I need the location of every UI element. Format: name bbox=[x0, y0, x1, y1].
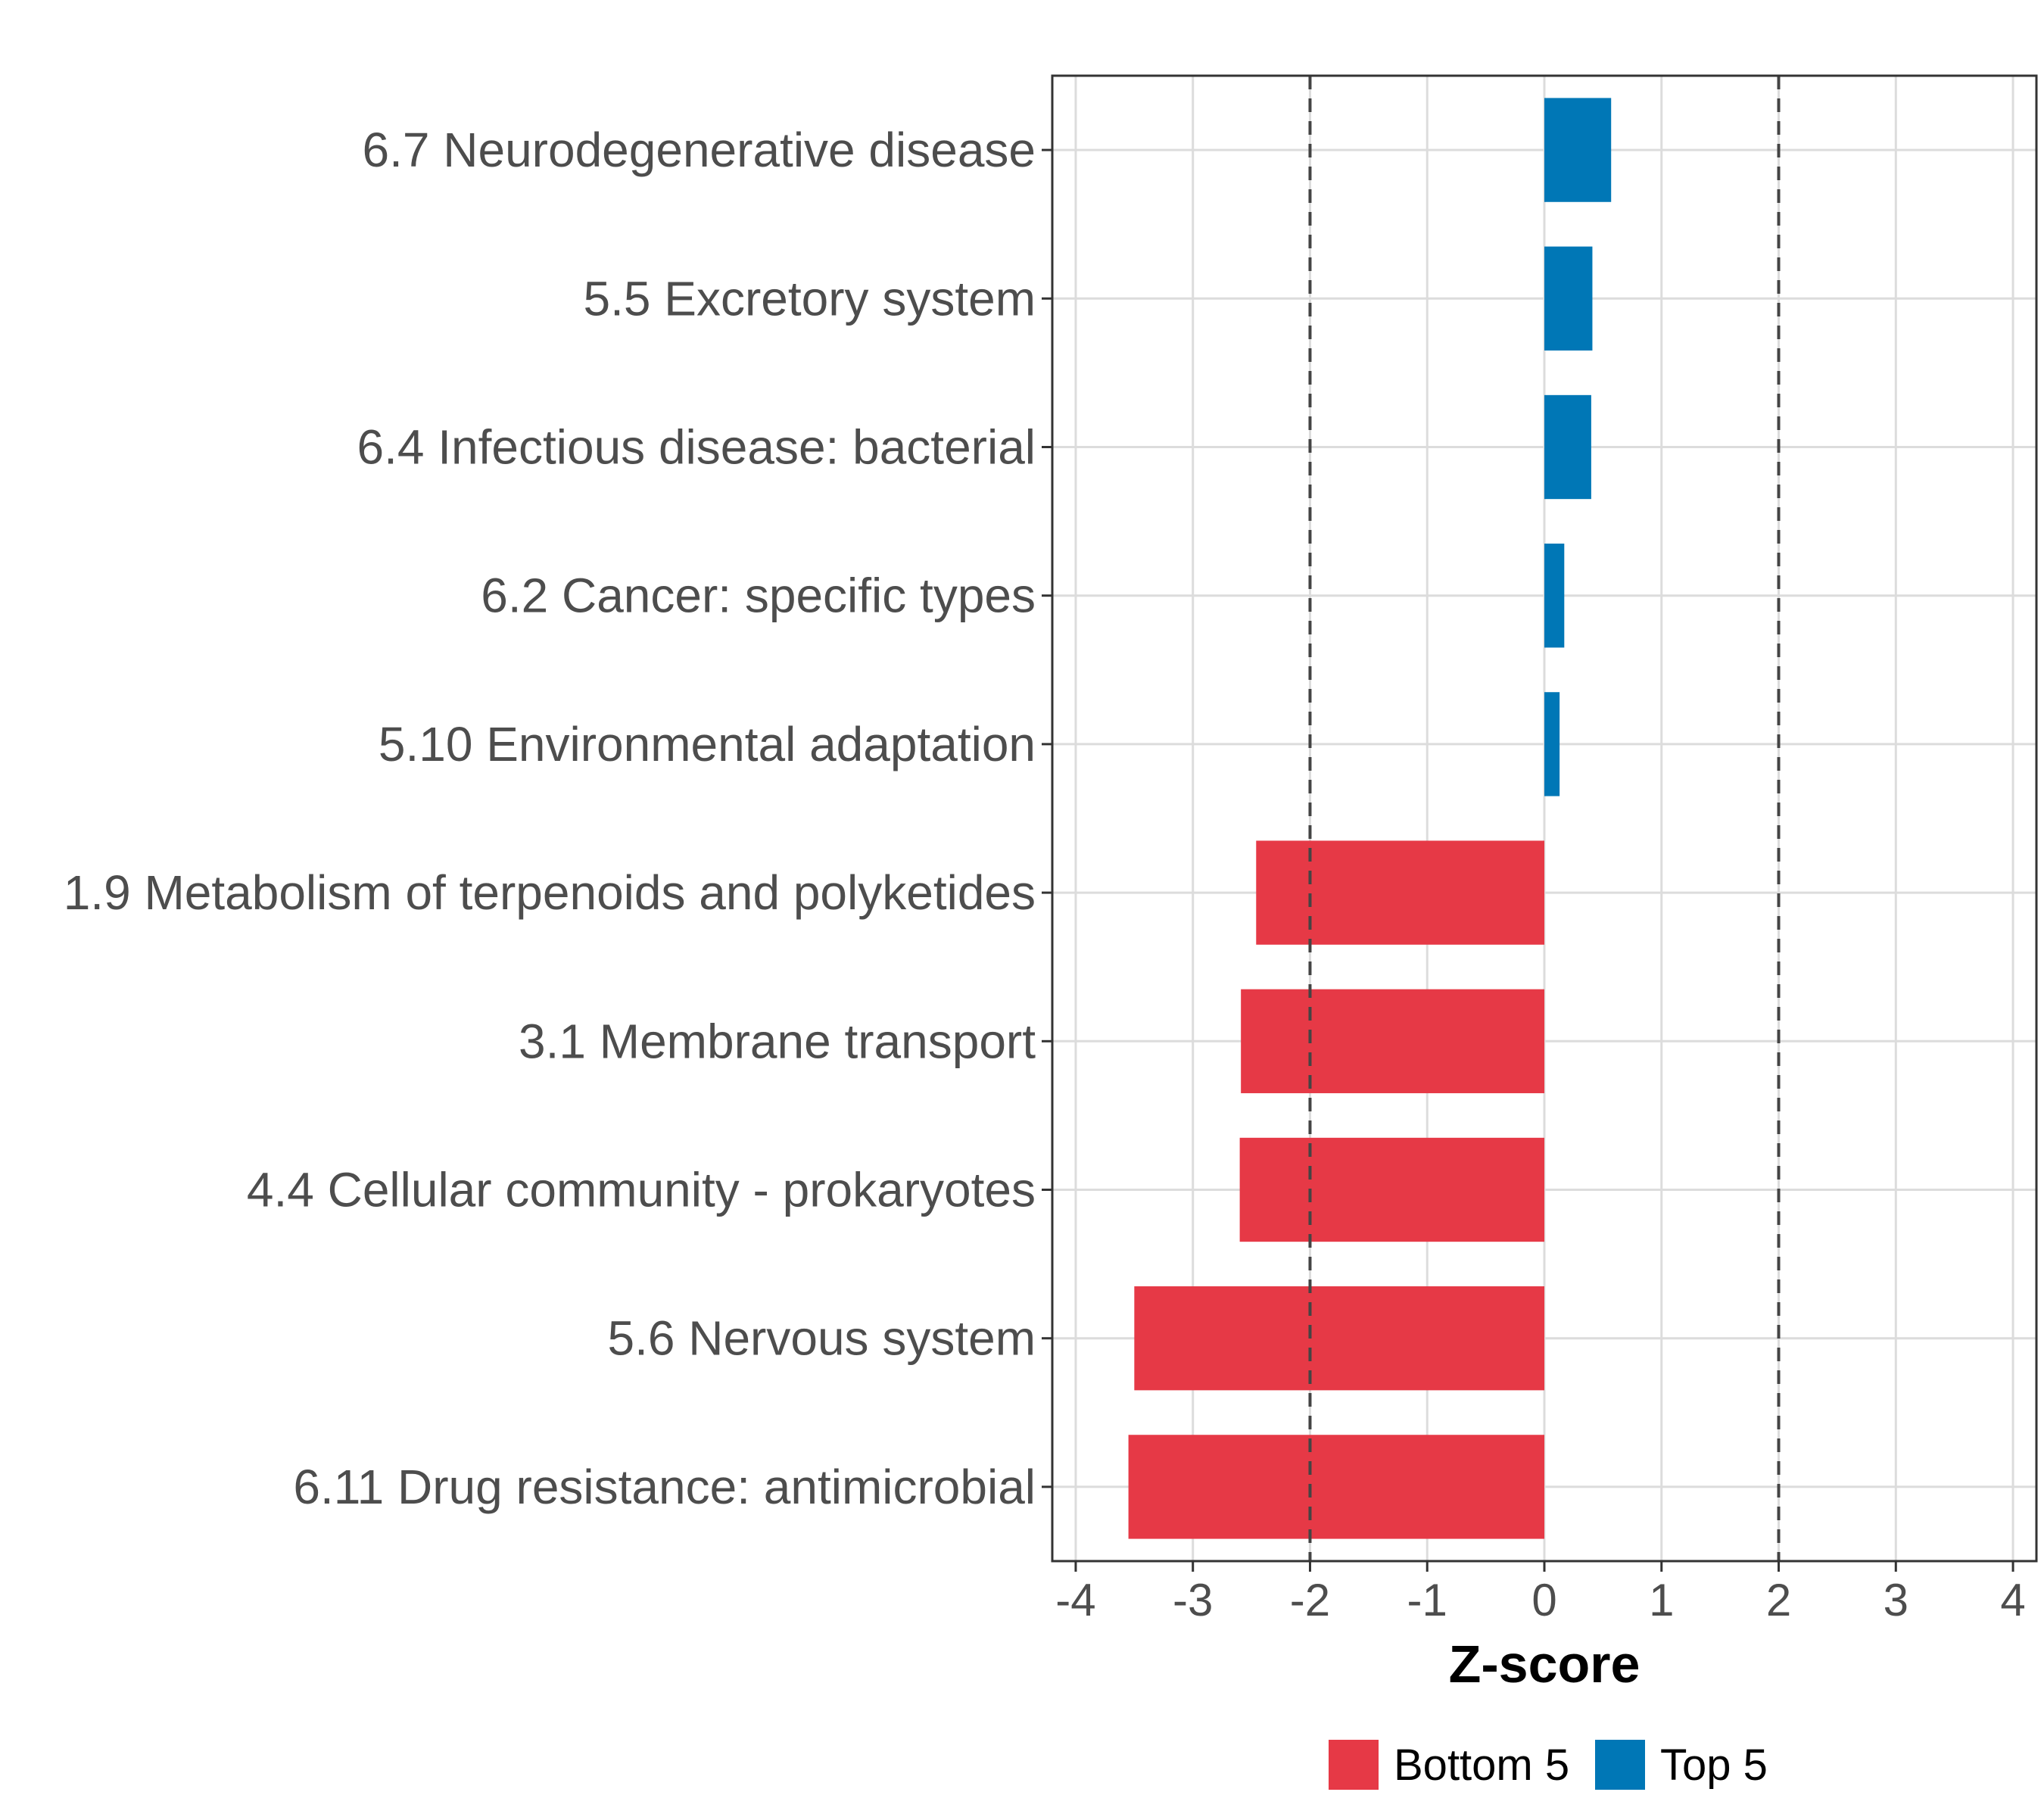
x-tick-label: -4 bbox=[1055, 1575, 1095, 1625]
x-tick-label: 1 bbox=[1649, 1575, 1674, 1625]
category-label: 5.5 Excretory system bbox=[584, 271, 1036, 326]
x-tick-label: -1 bbox=[1407, 1575, 1447, 1625]
y-axis: 6.7 Neurodegenerative disease 5.5 Excreto… bbox=[64, 123, 1052, 1514]
x-tick-label: -3 bbox=[1173, 1575, 1213, 1625]
bar bbox=[1544, 544, 1565, 648]
legend-label: Bottom 5 bbox=[1394, 1741, 1569, 1790]
reference-lines bbox=[1308, 76, 1781, 1561]
x-tick-label: 2 bbox=[1766, 1575, 1791, 1625]
bar bbox=[1239, 1137, 1544, 1242]
bar bbox=[1241, 989, 1544, 1093]
category-label: 4.4 Cellular community - prokaryotes bbox=[247, 1163, 1036, 1217]
legend-label: Top 5 bbox=[1660, 1741, 1768, 1790]
bar bbox=[1544, 394, 1591, 500]
category-label: 6.4 Infectious disease: bacterial bbox=[357, 420, 1036, 475]
category-label: 3.1 Membrane transport bbox=[519, 1014, 1036, 1068]
legend: Bottom 5 Top 5 bbox=[1329, 1740, 1768, 1790]
legend-swatch bbox=[1595, 1740, 1645, 1790]
bar bbox=[1134, 1286, 1544, 1391]
legend-swatch bbox=[1329, 1740, 1379, 1790]
x-axis: -4 -3 -2 -1 0 1 2 3 4 bbox=[1055, 1561, 2026, 1625]
x-tick-label: -2 bbox=[1290, 1575, 1330, 1625]
x-tick-label: 0 bbox=[1531, 1575, 1556, 1625]
category-label: 5.10 Environmental adaptation bbox=[379, 717, 1036, 771]
category-label: 6.11 Drug resistance: antimicrobial bbox=[293, 1460, 1036, 1514]
x-tick-label: 3 bbox=[1884, 1575, 1908, 1625]
bar bbox=[1256, 840, 1544, 945]
bar bbox=[1128, 1435, 1544, 1539]
bar bbox=[1544, 98, 1612, 202]
x-tick-label: 4 bbox=[2000, 1575, 2025, 1625]
bar bbox=[1544, 692, 1560, 796]
x-axis-title: Z-score bbox=[1449, 1635, 1640, 1694]
bar bbox=[1544, 246, 1593, 351]
bars bbox=[1128, 98, 1612, 1539]
category-label: 5.6 Nervous system bbox=[607, 1311, 1036, 1366]
category-label: 6.7 Neurodegenerative disease bbox=[363, 123, 1036, 177]
category-label: 6.2 Cancer: specific types bbox=[481, 569, 1036, 623]
category-label: 1.9 Metabolism of terpenoids and polyket… bbox=[64, 865, 1036, 920]
